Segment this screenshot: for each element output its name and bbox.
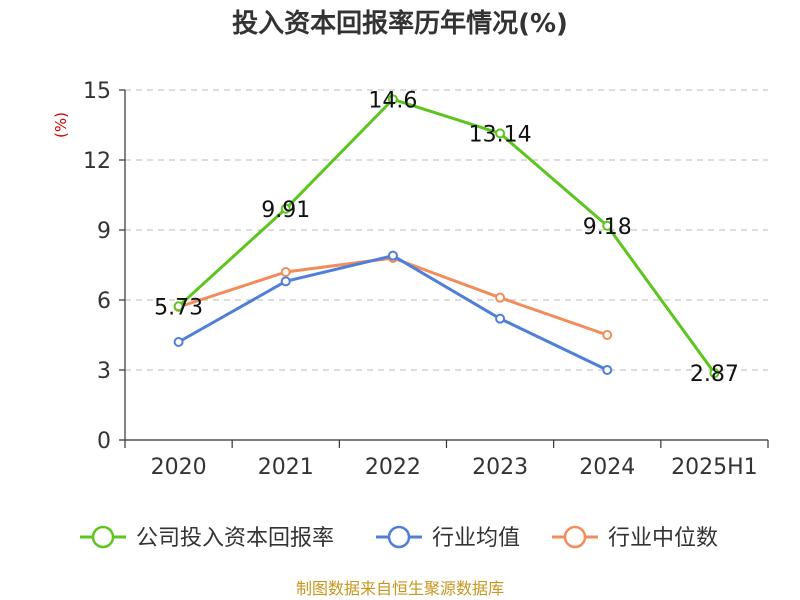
x-tick-label: 2025H1 (671, 455, 758, 480)
data-label: 9.91 (261, 198, 310, 223)
x-tick-label: 2021 (258, 455, 314, 480)
y-tick-label: 0 (97, 429, 111, 454)
data-point (387, 94, 398, 105)
data-label: 9.18 (583, 215, 632, 240)
series-line (177, 97, 716, 374)
data-point (602, 365, 613, 375)
legend-label: 行业中位数 (608, 526, 718, 551)
legend-marker (387, 525, 411, 549)
legend-marker (91, 525, 115, 549)
series-group (173, 94, 720, 379)
x-tick-label: 2024 (579, 455, 635, 480)
legend-label: 公司投入资本回报率 (136, 526, 334, 551)
data-label: 2.87 (690, 362, 739, 387)
grid-lines (125, 89, 768, 371)
data-point (495, 128, 506, 139)
x-tick-label: 2023 (472, 455, 528, 480)
y-tick-label: 6 (97, 289, 111, 314)
legend-label: 行业均值 (432, 526, 520, 551)
data-label: 5.73 (154, 295, 203, 320)
legend: 公司投入资本回报率 行业均值 行业中位数 (80, 525, 718, 551)
x-tick-label: 2020 (151, 455, 207, 480)
data-point (280, 276, 291, 287)
data-labels: 5.73 9.91 14.6 13.14 9.18 2.87 (154, 88, 739, 387)
data-point (280, 267, 291, 277)
data-point (495, 292, 506, 303)
data-point (602, 330, 613, 340)
data-label: 13.14 (469, 122, 532, 147)
source-note: 制图数据来自恒生聚源数据库 (296, 579, 504, 598)
y-tick-label: 12 (83, 149, 111, 174)
axes: 0 3 6 9 12 15 2020 2021 2022 2023 2024 2025H1 (83, 79, 769, 480)
data-point (173, 337, 184, 347)
data-point (173, 301, 184, 312)
legend-marker (563, 525, 587, 549)
data-point (602, 220, 613, 231)
data-point (387, 250, 398, 261)
y-tick-label: 9 (97, 219, 111, 244)
y-tick-label: 3 (97, 359, 111, 384)
data-point (280, 203, 291, 214)
y-axis-unit: (%) (52, 112, 70, 138)
data-label: 14.6 (368, 88, 417, 113)
x-tick-label: 2022 (365, 455, 421, 480)
data-point (495, 313, 506, 324)
y-tick-label: 15 (83, 79, 111, 104)
data-point (709, 368, 720, 379)
chart-title: 投入资本回报率历年情况(%) (232, 8, 568, 39)
series-line (178, 256, 608, 337)
